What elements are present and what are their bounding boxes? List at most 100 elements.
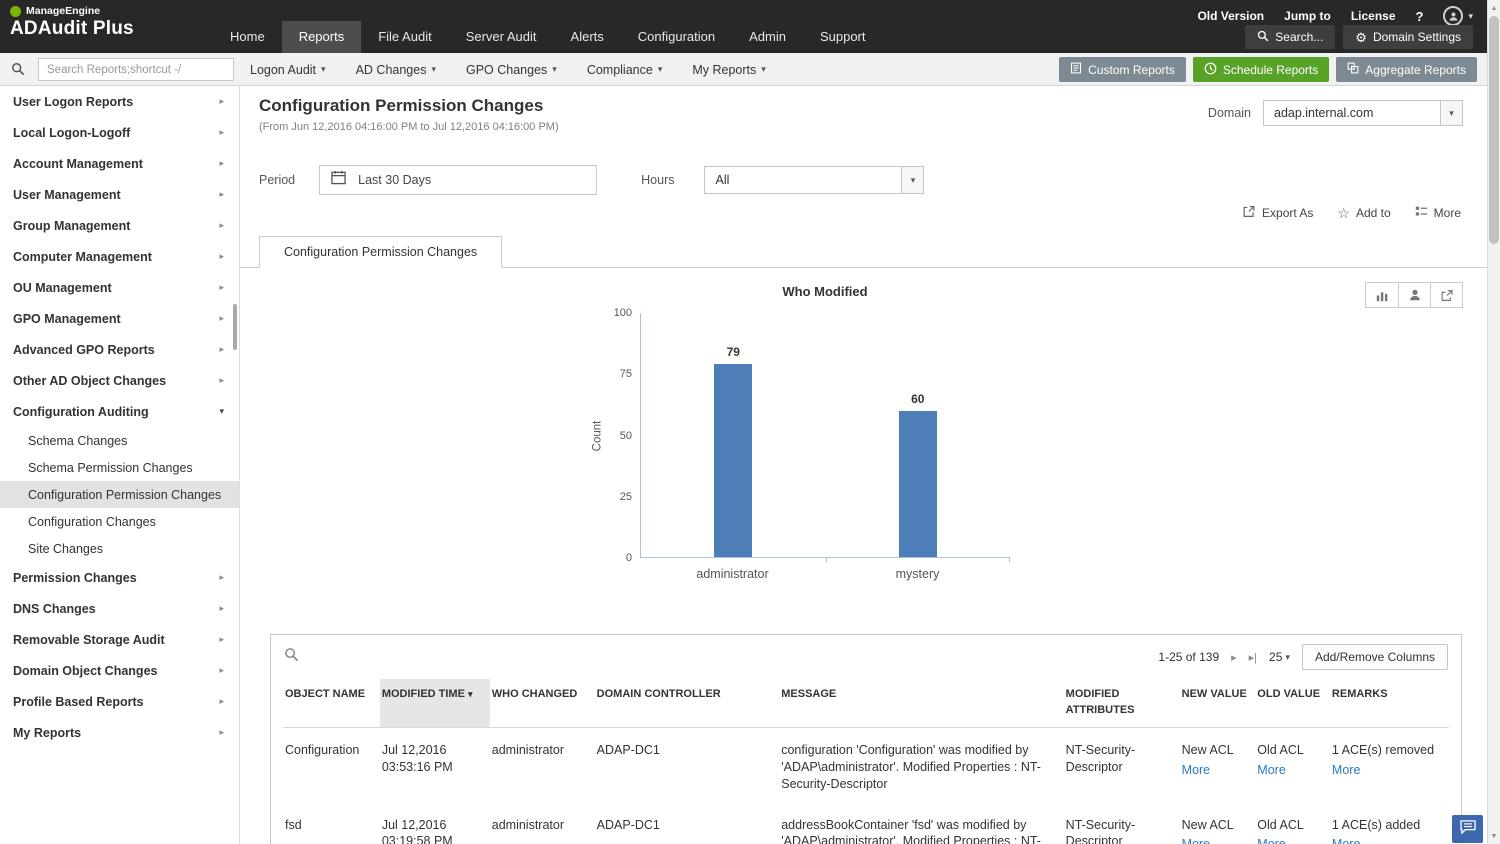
hours-select[interactable]: All ▾ — [704, 166, 925, 194]
nav-reports[interactable]: Reports — [281, 21, 362, 53]
search-reports-input[interactable] — [38, 58, 234, 81]
remarks-more-link[interactable]: More — [1332, 836, 1360, 844]
col-new-value[interactable]: NEW VALUE — [1179, 679, 1256, 728]
page-size-select[interactable]: 25 ▾ — [1269, 650, 1290, 664]
add-to-button[interactable]: ☆ Add to — [1337, 205, 1390, 221]
sidebar-item-other-ad-object-changes[interactable]: Other AD Object Changes ▸ — [0, 365, 239, 396]
new-value-more-link[interactable]: More — [1182, 836, 1210, 844]
old-version-link[interactable]: Old Version — [1197, 9, 1265, 23]
cell-old-value: Old ACL More — [1255, 803, 1330, 844]
jump-to-link[interactable]: Jump to — [1284, 9, 1331, 23]
col-message[interactable]: MESSAGE — [779, 679, 1064, 728]
sidebar-item-local-logon-logoff[interactable]: Local Logon-Logoff ▸ — [0, 117, 239, 148]
menu-compliance[interactable]: Compliance ▾ — [587, 63, 663, 77]
sidebar-scrollbar-thumb[interactable] — [233, 304, 237, 350]
sidebar-item-account-management[interactable]: Account Management ▸ — [0, 148, 239, 179]
col-old-value[interactable]: OLD VALUE — [1255, 679, 1330, 728]
custom-reports-button[interactable]: Custom Reports — [1059, 57, 1186, 82]
nav-server-audit[interactable]: Server Audit — [465, 29, 537, 44]
sidebar-item-label: GPO Management — [13, 311, 121, 326]
scroll-up-icon[interactable]: ▲ — [1490, 4, 1498, 12]
add-remove-columns-button[interactable]: Add/Remove Columns — [1301, 644, 1448, 670]
sidebar-item-computer-management[interactable]: Computer Management ▸ — [0, 241, 239, 272]
sidebar-item-user-logon-reports[interactable]: User Logon Reports ▸ — [0, 86, 239, 117]
sidebar-item-user-management[interactable]: User Management ▸ — [0, 179, 239, 210]
col-modified-time[interactable]: MODIFIED TIME ▾ — [379, 679, 490, 728]
period-field[interactable]: Last 30 Days — [319, 165, 598, 195]
global-search-button[interactable]: Search... — [1245, 25, 1336, 49]
sidebar-item-group-management[interactable]: Group Management ▸ — [0, 210, 239, 241]
sidebar-item-profile-based-reports[interactable]: Profile Based Reports ▸ — [0, 686, 239, 717]
cell-object-name: Configuration — [285, 742, 360, 757]
results-panel: 1-25 of 139 ▸ ▸| 25 ▾ Add/Remove Columns … — [270, 634, 1462, 844]
sidebar-subitem-configuration-changes[interactable]: Configuration Changes — [0, 508, 239, 535]
old-value-more-link[interactable]: More — [1257, 762, 1286, 777]
sidebar-item-configuration-auditing[interactable]: Configuration Auditing ▾ — [0, 396, 239, 427]
menu-ad-changes[interactable]: AD Changes ▾ — [356, 63, 436, 77]
aggregate-reports-button[interactable]: Aggregate Reports — [1336, 57, 1477, 82]
sidebar-item-advanced-gpo-reports[interactable]: Advanced GPO Reports ▸ — [0, 334, 239, 365]
nav-admin[interactable]: Admin — [749, 29, 786, 44]
next-page-icon[interactable]: ▸ — [1231, 651, 1237, 664]
cell-domain-controller: ADAP-DC1 — [596, 742, 660, 757]
page-scrollbar[interactable]: ▲ ▼ — [1487, 0, 1500, 844]
person-icon[interactable] — [1398, 283, 1430, 307]
sidebar-item-domain-object-changes[interactable]: Domain Object Changes ▸ — [0, 655, 239, 686]
menu-gpo-changes[interactable]: GPO Changes ▾ — [466, 63, 557, 77]
sidebar-subitem-schema-permission-changes[interactable]: Schema Permission Changes — [0, 454, 239, 481]
remarks-more-link[interactable]: More — [1331, 762, 1361, 777]
chart-section: Who Modified Count 100 75 50 25 0 79 — [240, 266, 1487, 581]
domain-settings-button[interactable]: ⚙ Domain Settings — [1343, 25, 1473, 49]
sidebar-item-gpo-management[interactable]: GPO Management ▸ — [0, 303, 239, 334]
sidebar-item-ou-management[interactable]: OU Management ▸ — [0, 272, 239, 303]
menu-logon-audit[interactable]: Logon Audit ▾ — [250, 63, 326, 77]
col-domain-controller[interactable]: DOMAIN CONTROLLER — [594, 679, 780, 728]
chart-type-icon[interactable] — [1366, 283, 1398, 307]
chevron-right-icon: ▸ — [219, 282, 224, 292]
chat-button[interactable] — [1452, 815, 1483, 843]
menu-label: GPO Changes — [465, 62, 548, 77]
nav-configuration[interactable]: Configuration — [637, 29, 716, 44]
col-who-changed[interactable]: WHO CHANGED — [489, 679, 595, 728]
tab-configuration-permission-changes[interactable]: Configuration Permission Changes — [259, 236, 503, 268]
menu-my-reports[interactable]: My Reports ▾ — [692, 63, 765, 77]
col-modified-attributes[interactable]: MODIFIED ATTRIBUTES — [1063, 679, 1180, 728]
nav-support[interactable]: Support — [819, 29, 866, 44]
chevron-right-icon: ▸ — [219, 603, 224, 613]
sidebar-item-dns-changes[interactable]: DNS Changes ▸ — [0, 593, 239, 624]
col-remarks[interactable]: REMARKS — [1329, 679, 1449, 728]
sidebar-item-my-reports[interactable]: My Reports ▸ — [0, 717, 239, 748]
y-axis-label: Count — [591, 420, 603, 451]
old-value-more-link[interactable]: More — [1257, 836, 1285, 844]
user-menu[interactable]: ▾ — [1443, 6, 1473, 26]
help-icon[interactable]: ? — [1415, 8, 1424, 24]
scrollbar-thumb[interactable] — [1489, 16, 1499, 244]
col-object-name[interactable]: OBJECT NAME — [283, 679, 380, 728]
nav-file-audit[interactable]: File Audit — [378, 29, 432, 44]
sidebar-item-permission-changes[interactable]: Permission Changes ▸ — [0, 562, 239, 593]
new-value-more-link[interactable]: More — [1181, 762, 1211, 777]
nav-alerts[interactable]: Alerts — [570, 29, 604, 44]
toolbar-buttons: Custom Reports Schedule Reports Aggregat… — [1059, 57, 1477, 82]
sidebar-item-label: Configuration Auditing — [13, 404, 149, 419]
bar-value-label: 60 — [911, 391, 925, 406]
sidebar-subitem-site-changes[interactable]: Site Changes — [0, 535, 239, 562]
export-as-button[interactable]: Export As — [1242, 205, 1313, 221]
sidebar-item-removable-storage-audit[interactable]: Removable Storage Audit ▸ — [0, 624, 239, 655]
more-actions-button[interactable]: More — [1415, 205, 1461, 221]
nav-home[interactable]: Home — [230, 29, 265, 44]
scroll-down-icon[interactable]: ▼ — [1490, 832, 1498, 840]
aggregate-reports-label: Aggregate Reports — [1365, 62, 1466, 77]
sidebar-subitem-label: Configuration Permission Changes — [28, 487, 222, 502]
last-page-icon[interactable]: ▸| — [1248, 651, 1258, 664]
search-icon[interactable] — [284, 647, 299, 667]
bar-administrator: 79 — [714, 345, 753, 557]
export-chart-icon[interactable] — [1430, 283, 1462, 307]
table-row: Configuration Jul 12,2016 03:53:16 PM ad… — [283, 727, 1449, 802]
license-link[interactable]: License — [1350, 9, 1396, 23]
schedule-reports-button[interactable]: Schedule Reports — [1192, 57, 1330, 82]
chevron-right-icon: ▸ — [219, 344, 224, 354]
sidebar-subitem-configuration-permission-changes[interactable]: Configuration Permission Changes — [0, 481, 239, 508]
domain-select[interactable]: adap.internal.com ▾ — [1263, 100, 1463, 126]
sidebar-subitem-schema-changes[interactable]: Schema Changes — [0, 427, 239, 454]
